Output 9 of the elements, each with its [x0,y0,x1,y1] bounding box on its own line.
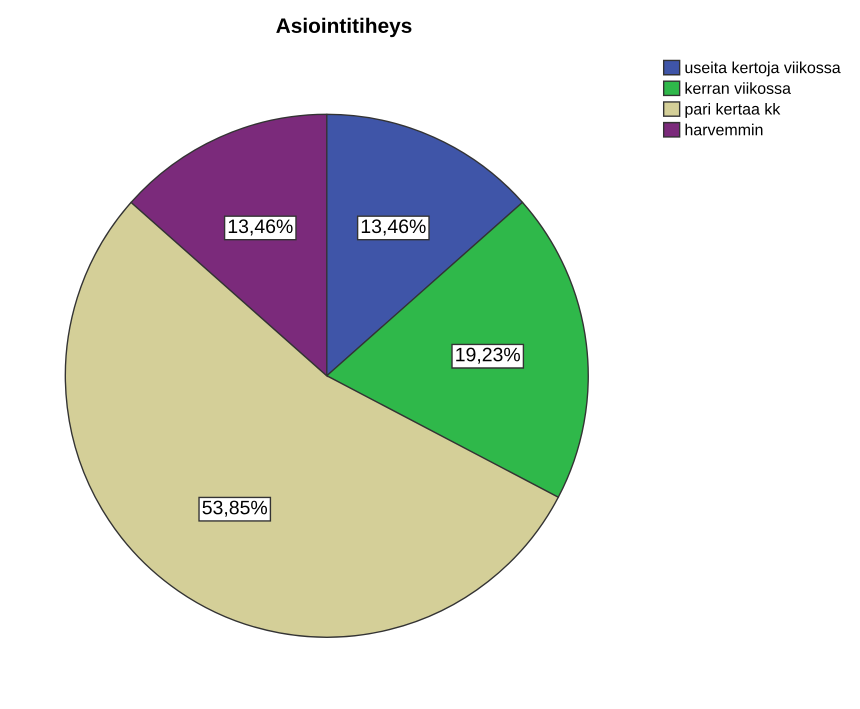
chart-title: Asiointitiheys [276,18,412,38]
data-label: 13,46% [362,219,426,236]
legend-label: kerran viikossa [686,82,791,94]
data-label: 13,46% [228,219,293,236]
legend-label: harvemmin [686,124,762,136]
legend-label: pari kertaa kk [685,102,780,118]
data-label: 19,23% [456,348,520,364]
data-label: 53,85% [202,500,268,517]
legend-label: useita kertoja viikossa [685,62,841,76]
